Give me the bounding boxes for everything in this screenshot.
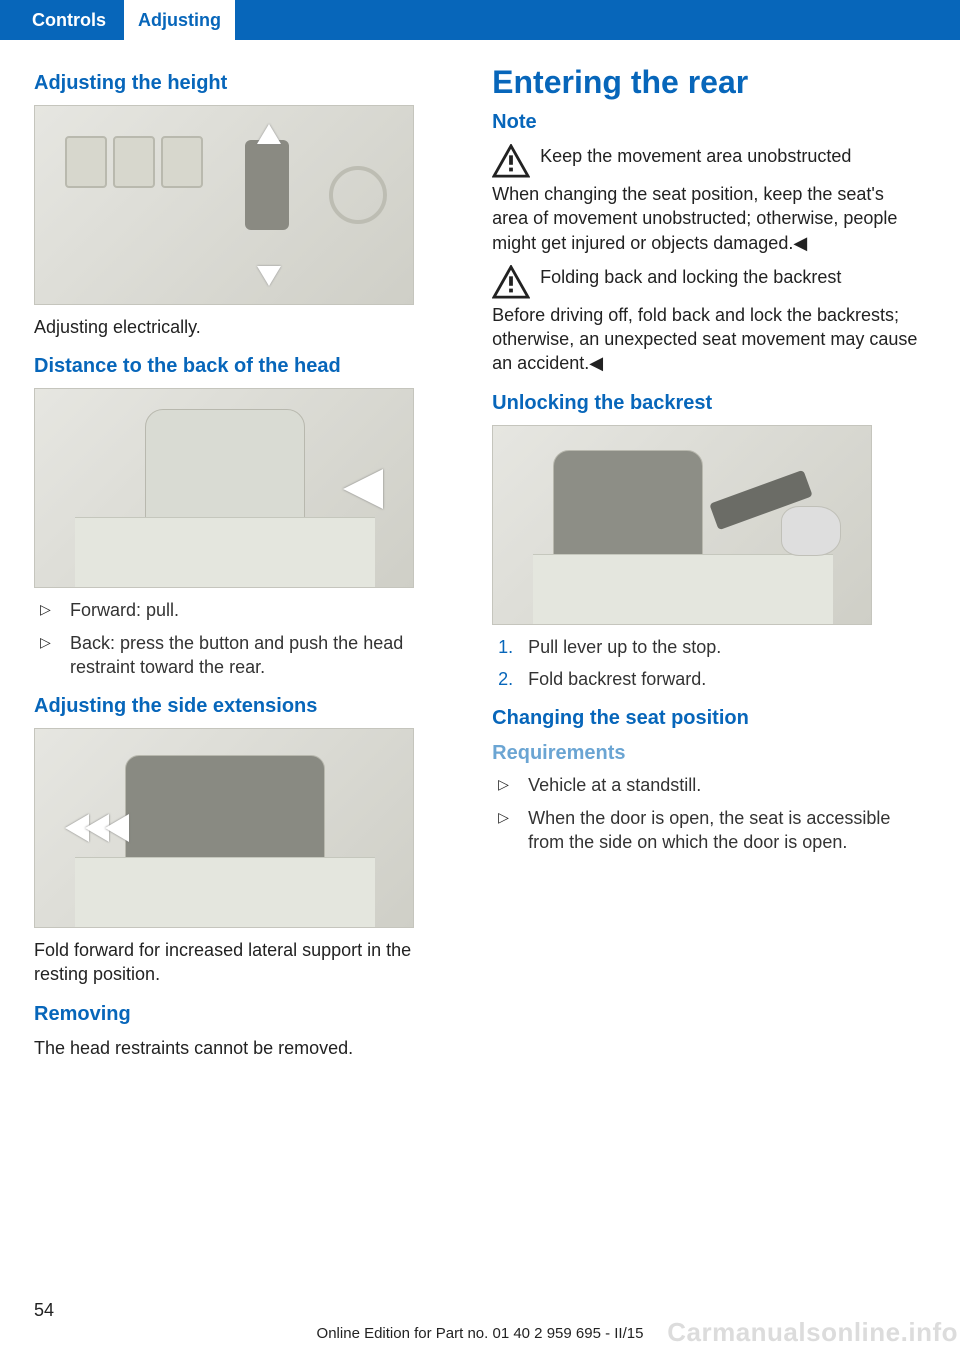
list-item: Vehicle at a standstill. [498,773,920,797]
list-item: Forward: pull. [40,598,462,622]
figure-unlocking [492,425,872,625]
breadcrumb-tabs: Controls Adjusting [0,0,960,40]
list-item: Back: press the button and push the head… [40,631,462,680]
warning-body-1: When changing the seat position, keep th… [492,182,920,255]
footer-line: Online Edition for Part no. 01 40 2 959 … [34,1325,926,1342]
page-footer: 54 Online Edition for Part no. 01 40 2 9… [34,1300,926,1342]
tab-adjusting: Adjusting [124,0,235,40]
text-removing: The head restraints cannot be removed. [34,1036,462,1060]
warning-lead-2: Folding back and locking the backrest [540,265,841,289]
list-unlock-steps: 1.Pull lever up to the stop. 2.Fold back… [498,635,920,692]
warning-block-2: Folding back and locking the backrest [492,265,920,299]
heading-removing: Removing [34,1003,462,1026]
figure-side-ext [34,728,414,928]
warning-icon [492,265,530,299]
warning-block-1: Keep the movement area unobstructed [492,144,920,178]
heading-changing-position: Changing the seat position [492,707,920,730]
heading-unlocking: Unlocking the backrest [492,392,920,415]
warning-lead-1: Keep the movement area unobstructed [540,144,851,168]
heading-entering-rear: Entering the rear [492,64,920,101]
heading-requirements: Requirements [492,742,920,765]
list-item: When the door is open, the seat is acces… [498,806,920,855]
list-distance: Forward: pull. Back: press the button an… [40,598,462,679]
list-requirements: Vehicle at a standstill. When the door i… [498,773,920,854]
list-item: 1.Pull lever up to the stop. [498,635,920,659]
caption-height: Adjusting electrically. [34,315,462,339]
right-column: Entering the rear Note Keep the movement… [492,64,920,1066]
step-text: Pull lever up to the stop. [528,637,721,657]
heading-side-ext: Adjusting the side extensions [34,695,462,718]
left-column: Adjusting the height Adjusting electrica… [34,64,462,1066]
warning-icon [492,144,530,178]
warning-body-2: Before driving off, fold back and lock t… [492,303,920,376]
tab-controls: Controls [32,10,124,31]
heading-note: Note [492,111,920,134]
figure-height-control [34,105,414,305]
heading-adjusting-height: Adjusting the height [34,72,462,95]
page-number: 54 [34,1300,926,1321]
heading-distance: Distance to the back of the head [34,355,462,378]
caption-side-ext: Fold forward for increased lateral suppo… [34,938,462,987]
step-text: Fold backrest forward. [528,669,706,689]
figure-distance [34,388,414,588]
list-item: 2.Fold backrest forward. [498,667,920,691]
